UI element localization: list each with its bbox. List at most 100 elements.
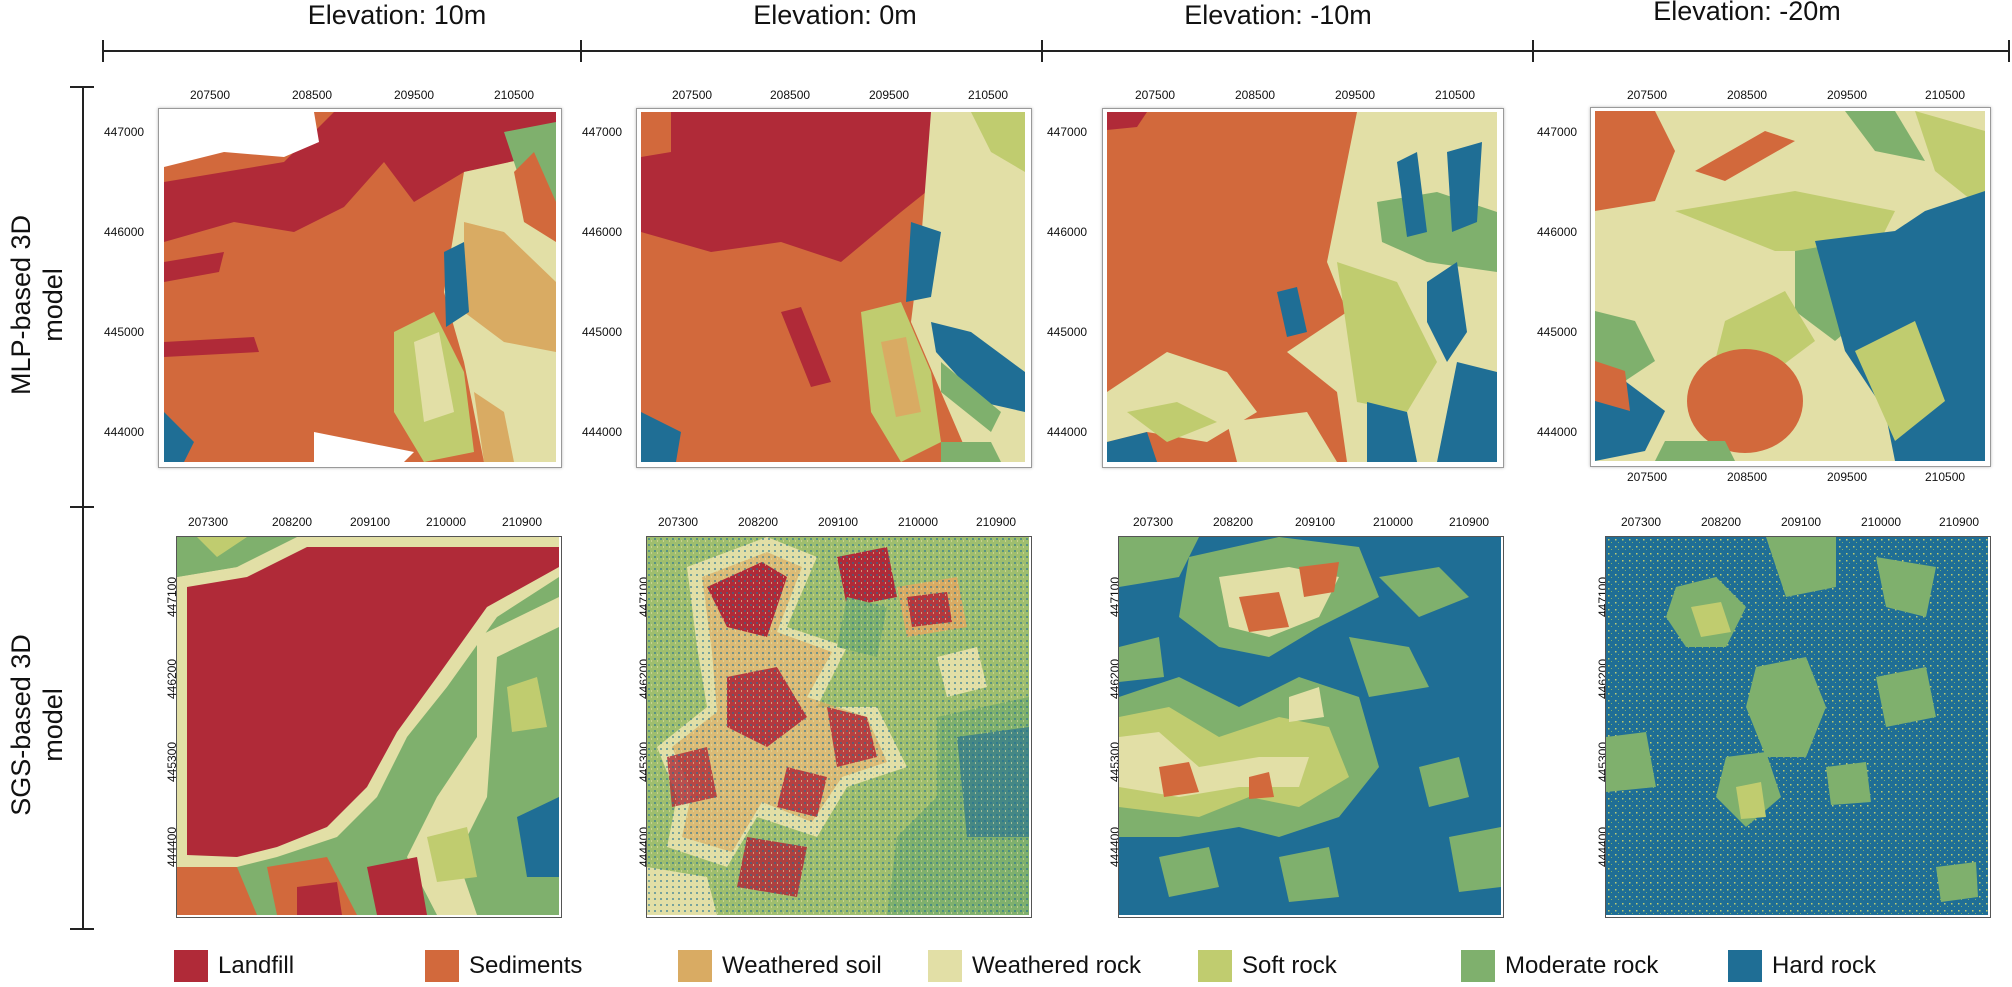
mlp-panel-minus10m: 207500 208500 209500 210500 447000 44600… — [1045, 80, 1525, 480]
column-divider-tick — [102, 40, 104, 62]
row-label-sgs-line1: SGS-based 3D — [6, 634, 36, 816]
y-tick-label: 445000 — [104, 325, 145, 339]
column-title-minus20m: Elevation: -20m — [1653, 0, 1841, 26]
x-tick-label: 208500 — [292, 88, 333, 102]
x-tick-label: 208200 — [738, 515, 779, 529]
x-tick-label: 209100 — [1781, 515, 1822, 529]
legend-label: Weathered rock — [972, 952, 1141, 979]
legend-label: Soft rock — [1242, 952, 1337, 979]
sgs-panel-minus20m: 207300 208200 209100 210000 210900 44710… — [1535, 510, 2012, 930]
y-tick-label: 447000 — [582, 125, 623, 139]
x-tick-label: 210900 — [1449, 515, 1490, 529]
row-divider-line — [82, 86, 84, 930]
x-tick-label: 210900 — [976, 515, 1017, 529]
x-tick-label-bottom: 208500 — [1727, 470, 1768, 484]
x-tick-label: 207500 — [190, 88, 231, 102]
y-tick-label: 444000 — [1047, 425, 1088, 439]
legend-label: Sediments — [469, 952, 583, 979]
x-tick-label: 210500 — [1435, 88, 1476, 102]
sgs-panel-0m: 207300 208200 209100 210000 210900 44710… — [580, 510, 1050, 930]
x-tick-label: 210000 — [426, 515, 467, 529]
sgs-map-minus20m — [1606, 537, 1988, 915]
row-label-mlp-line2: model — [38, 268, 68, 342]
x-tick-label-bottom: 209500 — [1827, 470, 1868, 484]
column-divider-tick — [580, 40, 582, 62]
y-tick-label: 447000 — [104, 125, 145, 139]
y-tick-label: 444000 — [104, 425, 145, 439]
x-tick-label-bottom: 210500 — [1925, 470, 1966, 484]
legend-label: Hard rock — [1772, 952, 1877, 979]
y-tick-label: 447000 — [1047, 125, 1088, 139]
y-tick-label: 445000 — [1537, 325, 1578, 339]
x-tick-label: 210500 — [968, 88, 1009, 102]
x-tick-label: 209100 — [818, 515, 859, 529]
mlp-map-minus20m — [1595, 111, 1985, 461]
x-tick-label: 210000 — [1861, 515, 1902, 529]
x-tick-label: 207500 — [672, 88, 713, 102]
mlp-map-minus10m — [1107, 112, 1497, 462]
sgs-panel-10m: 207300 208200 209100 210000 210900 44710… — [100, 510, 580, 930]
x-tick-label: 210900 — [1939, 515, 1980, 529]
legend-swatch — [1728, 950, 1762, 982]
mlp-map-0m — [641, 112, 1025, 462]
mlp-panel-10m: 207500 208500 209500 210500 447000 44600… — [100, 80, 580, 480]
sgs-map-0m — [647, 537, 1029, 915]
x-tick-label: 208200 — [1701, 515, 1742, 529]
x-tick-label: 209100 — [1295, 515, 1336, 529]
sgs-map-minus10m — [1119, 537, 1501, 915]
x-tick-label: 207300 — [188, 515, 229, 529]
x-tick-label: 208500 — [1727, 88, 1768, 102]
legend-label: Landfill — [218, 952, 295, 979]
row-label-sgs: SGS-based 3D model — [5, 615, 75, 835]
column-title-10m: Elevation: 10m — [307, 0, 487, 30]
legend-swatch — [928, 950, 962, 982]
x-tick-label: 208500 — [770, 88, 811, 102]
column-divider-tick — [1532, 40, 1534, 62]
legend-swatch — [1461, 950, 1495, 982]
x-tick-label: 209500 — [1827, 88, 1868, 102]
y-tick-label: 445000 — [582, 325, 623, 339]
x-tick-label: 208200 — [1213, 515, 1254, 529]
x-tick-label: 207500 — [1135, 88, 1176, 102]
legend-label: Weathered soil — [722, 952, 882, 979]
x-tick-label: 210000 — [1373, 515, 1414, 529]
x-tick-label: 207300 — [1621, 515, 1662, 529]
x-tick-label: 210500 — [1925, 88, 1966, 102]
column-title-0m: Elevation: 0m — [753, 0, 917, 30]
x-tick-label: 209500 — [1335, 88, 1376, 102]
x-tick-label: 208200 — [272, 515, 313, 529]
sgs-map-10m — [177, 537, 559, 915]
x-tick-label: 210900 — [502, 515, 543, 529]
row-label-mlp-line1: MLP-based 3D — [6, 214, 36, 396]
x-tick-label: 207300 — [1133, 515, 1174, 529]
x-tick-label-bottom: 207500 — [1627, 470, 1668, 484]
y-tick-label: 445000 — [1047, 325, 1088, 339]
column-divider-tick — [1041, 40, 1043, 62]
legend-swatch — [678, 950, 712, 982]
row-label-sgs-line2: model — [38, 688, 68, 762]
mlp-panel-0m: 207500 208500 209500 210500 447000 44600… — [580, 80, 1050, 480]
x-tick-label: 209500 — [394, 88, 435, 102]
legend-label: Moderate rock — [1505, 952, 1659, 979]
row-label-mlp: MLP-based 3D model — [5, 195, 75, 415]
column-divider-line — [102, 50, 2010, 52]
legend: Landfill Sediments Weathered soil Weathe… — [0, 950, 2012, 986]
x-tick-label: 209500 — [869, 88, 910, 102]
mlp-panel-minus20m: 207500 208500 209500 210500 447000 44600… — [1535, 80, 2012, 500]
x-tick-label: 209100 — [350, 515, 391, 529]
x-tick-label: 210500 — [494, 88, 535, 102]
y-tick-label: 447000 — [1537, 125, 1578, 139]
legend-swatch — [425, 950, 459, 982]
y-tick-label: 446000 — [1537, 225, 1578, 239]
y-tick-label: 446000 — [104, 225, 145, 239]
y-tick-label: 446000 — [1047, 225, 1088, 239]
legend-swatch — [174, 950, 208, 982]
y-tick-label: 446000 — [582, 225, 623, 239]
x-tick-label: 207300 — [658, 515, 699, 529]
sgs-panel-minus10m: 207300 208200 209100 210000 210900 44710… — [1045, 510, 1525, 930]
x-tick-label: 210000 — [898, 515, 939, 529]
column-title-minus10m: Elevation: -10m — [1184, 0, 1372, 30]
row-divider-tick — [70, 86, 94, 88]
x-tick-label: 208500 — [1235, 88, 1276, 102]
row-divider-tick — [70, 506, 94, 508]
